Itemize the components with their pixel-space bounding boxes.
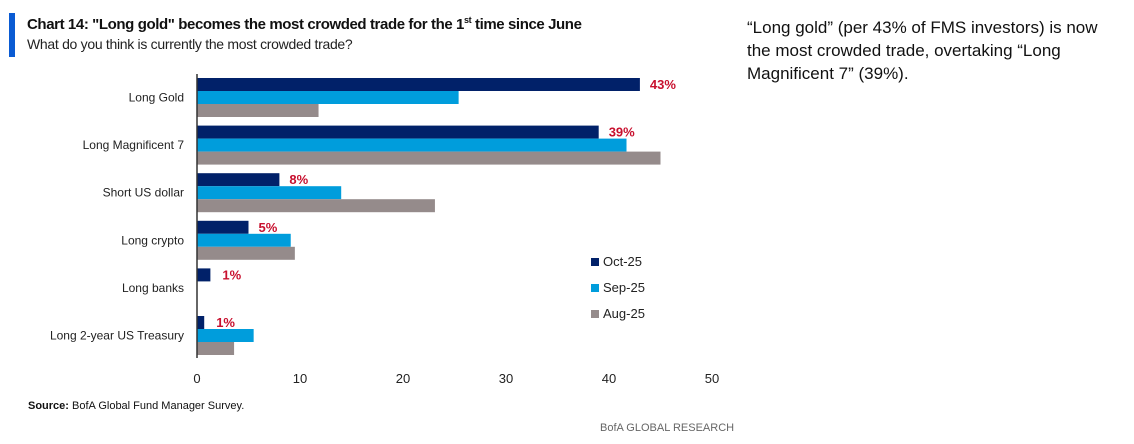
data-label: 8%: [289, 172, 308, 187]
commentary-text: “Long gold” (per 43% of FMS investors) i…: [747, 18, 1098, 83]
bar-aug-25: [197, 104, 319, 117]
bar-oct-25: [197, 316, 205, 329]
data-label: 1%: [216, 315, 235, 330]
data-label: 43%: [650, 77, 676, 92]
bar-oct-25: [197, 268, 211, 282]
bar-aug-25: [197, 246, 295, 260]
bar-oct-25: [197, 125, 599, 139]
bar-chart: Long Gold 43% Long Magnificent 7 39% Short U…: [50, 74, 719, 386]
bar-sep-25: [197, 233, 291, 247]
data-label: 39%: [609, 125, 635, 140]
legend-label: Sep-25: [603, 280, 645, 295]
x-tick-label: 50: [705, 371, 719, 386]
bar-sep-25: [197, 329, 254, 342]
x-tick-label: 30: [499, 371, 513, 386]
x-tick-label: 40: [602, 371, 616, 386]
bar-aug-25: [197, 151, 661, 165]
chart-title: Chart 14: "Long gold" becomes the most c…: [27, 15, 582, 33]
data-label: 1%: [222, 267, 241, 282]
category-label: Long Gold: [129, 91, 184, 105]
category-label: Short US dollar: [103, 186, 184, 200]
bar-sep-25: [197, 186, 342, 200]
legend-swatch: [591, 258, 599, 266]
category-label: Long 2-year US Treasury: [50, 329, 184, 343]
legend-swatch: [591, 284, 599, 292]
bar-sep-25: [197, 138, 627, 152]
legend-label: Aug-25: [603, 306, 645, 321]
x-tick-label: 20: [396, 371, 410, 386]
category-label: Long crypto: [121, 233, 184, 247]
bar-aug-25: [197, 342, 235, 355]
source-note: Source: BofA Global Fund Manager Survey.: [28, 400, 245, 412]
brand-footer: BofA GLOBAL RESEARCH: [600, 422, 735, 434]
legend-swatch: [591, 310, 599, 318]
x-tick-label: 10: [293, 371, 307, 386]
bar-oct-25: [197, 173, 280, 187]
title-accent-bar: [9, 13, 15, 57]
chart-subtitle: What do you think is currently the most …: [27, 36, 353, 52]
bar-sep-25: [197, 91, 459, 104]
category-label: Long banks: [122, 281, 184, 295]
data-label: 5%: [259, 220, 278, 235]
x-tick-label: 0: [193, 371, 200, 386]
category-label: Long Magnificent 7: [83, 138, 185, 152]
bar-oct-25: [197, 78, 640, 91]
bar-oct-25: [197, 220, 249, 234]
bar-aug-25: [197, 199, 435, 213]
legend-label: Oct-25: [603, 254, 642, 269]
